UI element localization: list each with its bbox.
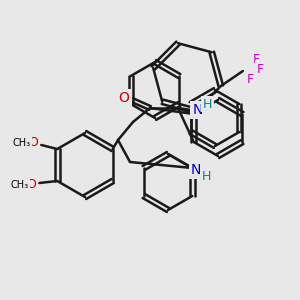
Text: H: H [202, 169, 211, 182]
Text: N: N [191, 163, 201, 177]
Text: F: F [253, 52, 260, 66]
Text: CH₃: CH₃ [10, 180, 28, 190]
Text: O: O [28, 136, 38, 149]
Text: O: O [118, 91, 129, 105]
Text: F: F [257, 63, 264, 76]
Text: F: F [247, 73, 254, 85]
Text: H: H [203, 98, 212, 110]
Text: O: O [26, 178, 36, 191]
Text: CH₃: CH₃ [12, 138, 30, 148]
Text: N: N [193, 103, 203, 117]
